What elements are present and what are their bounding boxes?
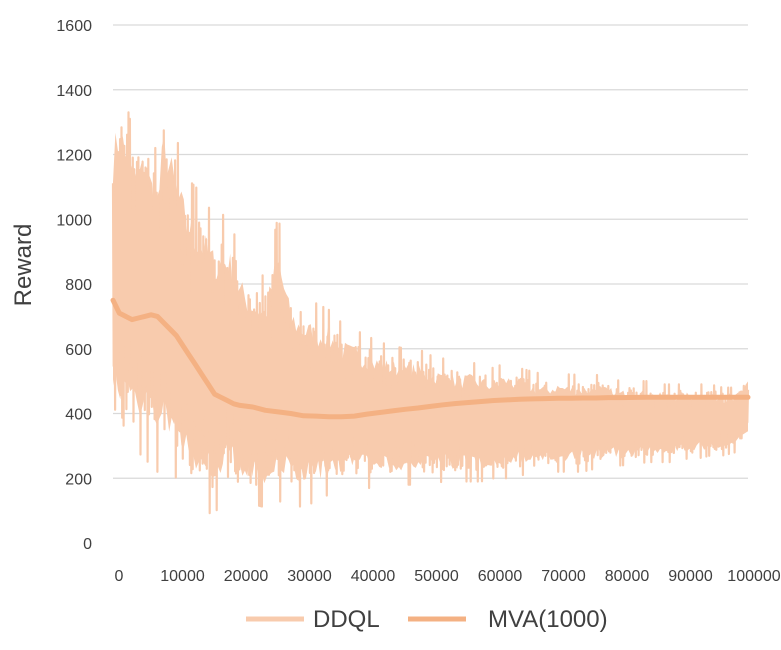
y-tick-label: 1400 <box>56 83 92 100</box>
mva-line <box>110 297 751 420</box>
y-tick-label: 0 <box>83 536 92 553</box>
y-axis-ticks: 0 200 400 600 800 1000 1200 1400 1600 <box>56 18 92 553</box>
legend: DDQL MVA(1000) <box>246 606 608 633</box>
x-axis-ticks: 0 10000 20000 30000 40000 50000 60000 70000 8000… <box>115 568 781 585</box>
y-tick-label: 1000 <box>56 212 92 229</box>
y-tick-label: 400 <box>65 407 92 424</box>
y-tick-label: 1200 <box>56 148 92 165</box>
x-tick-label: 20000 <box>224 568 269 585</box>
x-tick-label: 60000 <box>478 568 523 585</box>
y-tick-label: 600 <box>65 342 92 359</box>
x-tick-label: 80000 <box>605 568 650 585</box>
x-tick-label: 10000 <box>160 568 205 585</box>
x-tick-label: 90000 <box>668 568 713 585</box>
x-tick-label: 70000 <box>541 568 586 585</box>
y-tick-label: 1600 <box>56 18 92 35</box>
ddql-series <box>111 111 750 515</box>
x-tick-label: 0 <box>115 568 124 585</box>
y-axis-label: Reward <box>10 224 37 307</box>
legend-label-mva: MVA(1000) <box>488 606 608 633</box>
x-tick-label: 50000 <box>414 568 459 585</box>
x-tick-label: 30000 <box>287 568 332 585</box>
ddql-line <box>111 111 750 515</box>
y-tick-label: 200 <box>65 471 92 488</box>
y-tick-label: 800 <box>65 277 92 294</box>
x-tick-label: 40000 <box>351 568 396 585</box>
legend-label-ddql: DDQL <box>313 606 380 633</box>
x-tick-label: 100000 <box>727 568 780 585</box>
mva-series <box>110 297 751 420</box>
